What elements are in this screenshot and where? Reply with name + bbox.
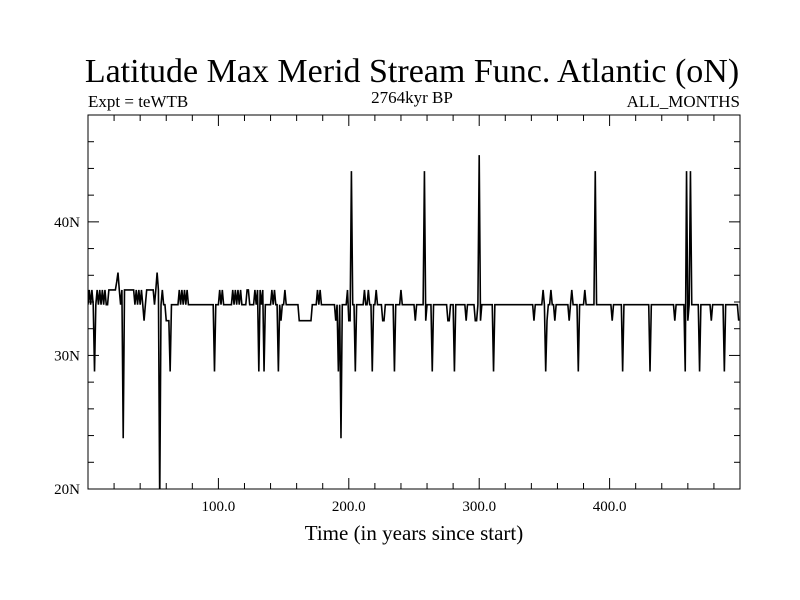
x-tick-label: 100.0	[202, 499, 236, 515]
y-tick-label: 30N	[54, 348, 80, 364]
y-axis: 20N 30N 40N	[54, 141, 740, 498]
y-tick-label: 20N	[54, 482, 80, 498]
plot-area	[88, 155, 740, 489]
x-tick-label: 200.0	[332, 499, 366, 515]
x-tick-label: 400.0	[593, 499, 627, 515]
months-label: ALL_MONTHS	[627, 92, 740, 111]
x-axis: 100.0 200.0 300.0 400.0	[113, 115, 715, 515]
chart-title: Latitude Max Merid Stream Func. Atlantic…	[85, 53, 739, 90]
y-tick-label: 40N	[54, 215, 80, 231]
x-tick-label: 300.0	[462, 499, 496, 515]
experiment-label: Expt = teWTB	[88, 92, 188, 111]
period-label: 2764kyr BP	[371, 88, 453, 107]
series-line-0	[88, 155, 740, 489]
x-axis-label: Time (in years since start)	[305, 521, 524, 545]
